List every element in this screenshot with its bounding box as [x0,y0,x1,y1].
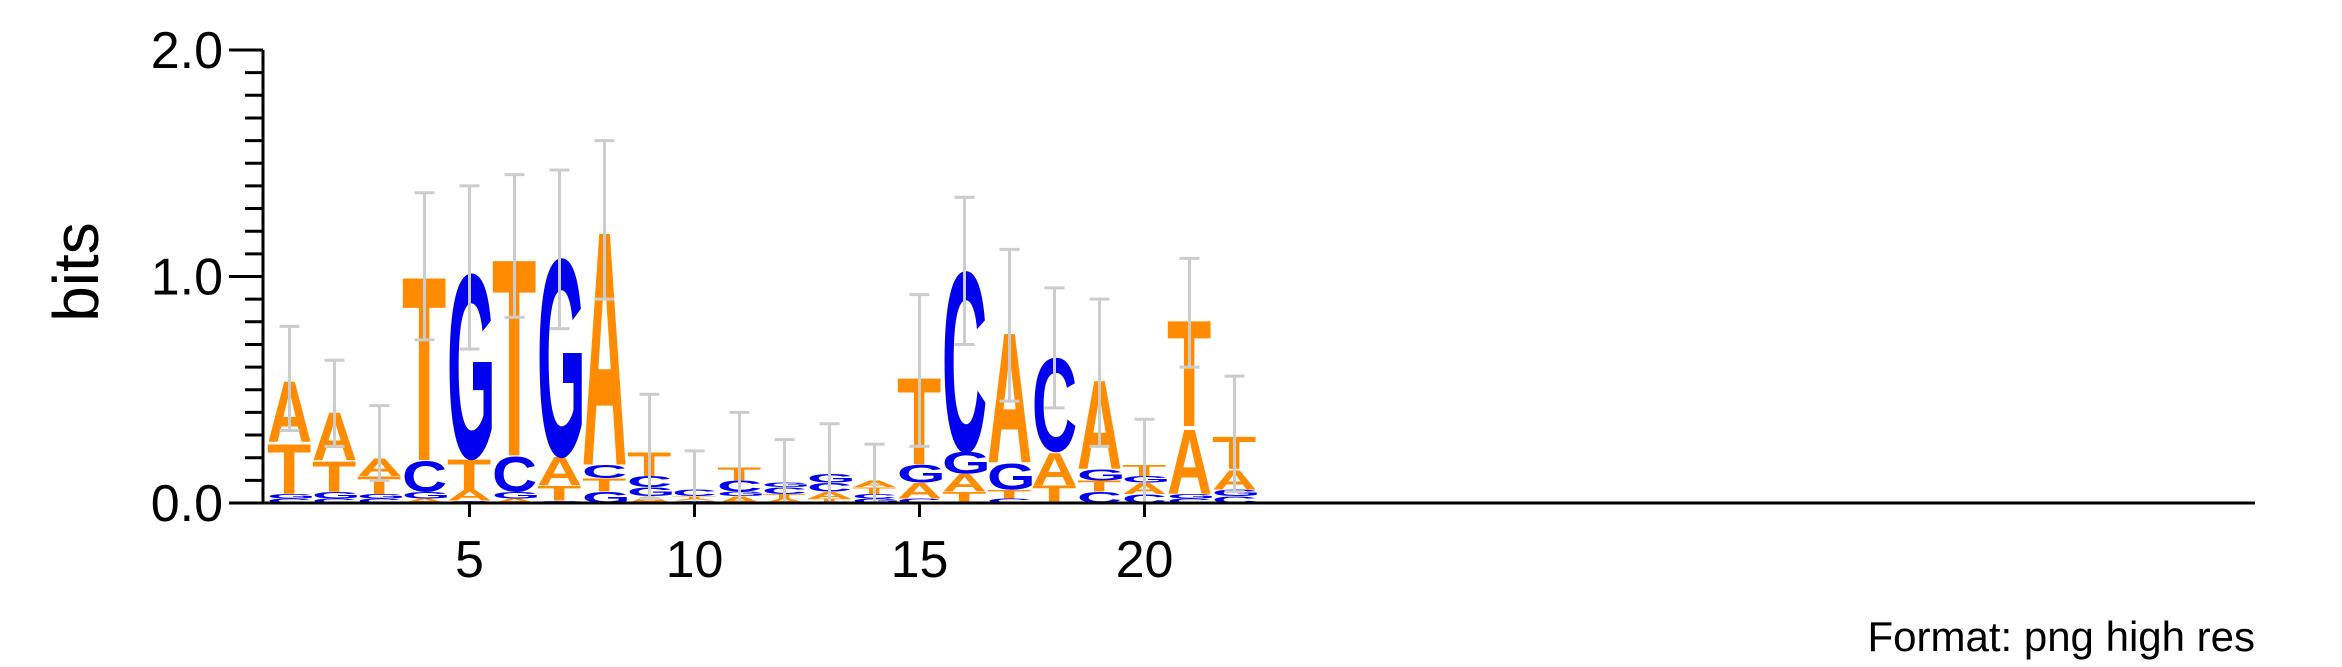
error-bar [324,358,345,448]
logo-letter-g: G [1212,488,1261,498]
y-tick-label: 1.0 [151,249,223,307]
axes: 0.0 1.0 2.0 5 10 15 20 [151,22,2255,589]
logo-letter-g: G [1122,474,1171,484]
x-tick-label: 15 [891,531,949,589]
logo-letter-c: C [1212,495,1257,505]
x-tick-label: 5 [455,531,484,589]
logo-letter-g: G [312,490,361,500]
logo-letter-c: C [582,461,627,482]
logo-letter-a: A [897,479,942,503]
logo-letter-g: G [447,220,496,514]
logo-letter-t: T [1077,478,1121,495]
logo-letter-c: C [1167,498,1212,505]
logo-letter-a: A [627,495,672,505]
logo-letter-g: G [942,446,991,481]
error-bar [1224,374,1245,494]
error-bar [369,404,390,482]
logo-letter-c: C [312,498,357,505]
logo-letter-c: C [357,498,402,505]
logo-letter-c: C [897,498,942,505]
logo-letter-t: T [582,475,626,496]
logo-letter-g: G [897,461,946,489]
y-tick-label: 0.0 [151,475,223,533]
x-tick-label: 20 [1116,531,1174,589]
x-tick-label: 10 [666,531,724,589]
logo-letter-g: G [987,455,1036,497]
error-bar [999,247,1020,403]
logo-letter-g: G [402,490,451,500]
logo-letter-g: G [627,485,676,499]
logo-letter-a: A [942,470,987,498]
error-bars [279,139,1245,505]
logo-letters: CGTACGTACGTAAGCTCATGAGCTCTAGGTCAAGCTGATC… [267,163,1261,537]
logo-letter-t: T [447,450,491,499]
logo-letter-a: A [1032,443,1077,495]
logo-letter-c: C [267,498,312,505]
logo-letter-g: G [492,490,541,500]
y-tick-label: 2.0 [151,22,223,80]
logo-letter-g: G [717,491,766,498]
error-bar [639,392,660,500]
logo-letter-a: A [447,487,492,504]
logo-letter-a: A [492,498,537,505]
logo-letter-g: G [1077,466,1126,483]
error-bar [1044,286,1065,410]
error-bar [954,195,975,346]
logo-letter-c: C [492,447,537,502]
y-axis-label: bits [40,222,112,322]
error-bar [909,293,930,448]
error-bar [459,184,480,351]
error-bar [1179,256,1200,369]
logo-letter-a: A [537,449,582,494]
logo-letter-g: G [267,493,316,500]
logo-letter-g: G [1167,493,1216,500]
logo-letter-a: A [1167,409,1212,513]
logo-letter-g: G [852,498,901,505]
logo-letter-g: G [762,482,811,489]
error-bar [1089,297,1110,448]
logo-letter-g: G [537,201,586,516]
error-bar [549,168,570,331]
logo-letter-t: T [537,482,582,506]
logo-letter-t: T [987,488,1032,502]
logo-letter-t: T [312,452,356,501]
error-bar [594,139,615,301]
logo-letter-c: C [402,453,447,501]
logo-letter-g: G [357,493,406,500]
error-bar [504,173,525,319]
logo-letter-a: A [402,498,447,505]
logo-letter-t: T [267,430,311,509]
format-note: Format: png high res [1867,613,2255,660]
error-bar [414,191,435,342]
error-bar [279,324,300,433]
logo-letter-g: G [807,471,856,485]
logo-letter-c: C [987,498,1032,505]
